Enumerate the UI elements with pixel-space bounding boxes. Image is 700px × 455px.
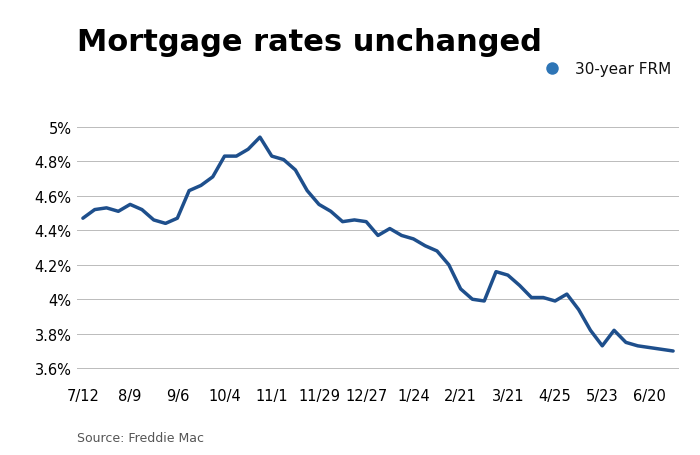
Text: Mortgage rates unchanged: Mortgage rates unchanged bbox=[77, 28, 542, 57]
Text: Source: Freddie Mac: Source: Freddie Mac bbox=[77, 430, 204, 444]
Legend: 30-year FRM: 30-year FRM bbox=[537, 62, 671, 77]
